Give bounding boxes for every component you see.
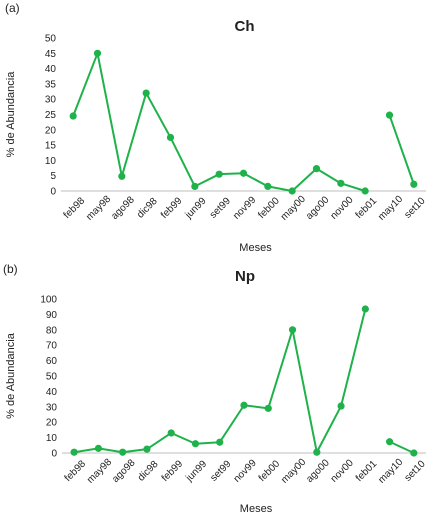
data-point <box>216 438 224 446</box>
x-tick-label: feb01 <box>354 195 380 221</box>
x-tick-label: jun99 <box>183 458 209 484</box>
series-line <box>389 440 415 454</box>
y-tick-label: 15 <box>45 141 57 152</box>
y-tick-label: 70 <box>46 341 58 352</box>
x-tick-label: feb98 <box>62 195 88 221</box>
y-tick-label: 30 <box>46 402 58 413</box>
x-tick-label: may00 <box>279 193 308 222</box>
y-tick-label: 0 <box>51 449 57 460</box>
data-point <box>215 170 223 178</box>
y-tick-label: 10 <box>45 156 57 167</box>
x-tick-label: set99 <box>208 458 233 483</box>
y-tick-label: 25 <box>45 110 57 121</box>
data-point <box>288 326 297 334</box>
x-tick-label: feb00 <box>257 458 283 484</box>
y-tick-label: 90 <box>46 310 58 321</box>
panel-label: (b) <box>3 262 18 276</box>
y-tick-label: 40 <box>45 64 57 75</box>
data-point <box>386 438 394 446</box>
data-point <box>410 180 418 188</box>
y-tick-label: 10 <box>46 433 58 444</box>
x-tick-label: may98 <box>85 456 114 485</box>
y-axis-title: % de Abundancia <box>5 332 17 419</box>
data-point <box>337 402 345 410</box>
chart-title: Np <box>235 268 255 285</box>
x-tick-label: may10 <box>376 193 405 222</box>
y-tick-label: 50 <box>46 372 58 383</box>
x-tick-label: jun99 <box>183 195 209 221</box>
data-point <box>361 305 369 313</box>
data-point <box>70 448 78 456</box>
y-tick-label: 100 <box>40 295 57 306</box>
data-point <box>264 182 272 191</box>
chart-title: Ch <box>235 18 255 35</box>
data-point <box>361 187 369 195</box>
y-tick-label: 45 <box>45 49 57 60</box>
data-point <box>119 448 127 456</box>
data-point <box>385 111 394 119</box>
data-point <box>312 165 321 173</box>
series-line <box>72 52 366 192</box>
data-point <box>69 112 77 120</box>
data-point <box>166 133 175 142</box>
data-point <box>239 169 248 177</box>
data-point <box>337 179 345 187</box>
data-point <box>313 448 321 456</box>
data-point <box>264 404 272 412</box>
x-tick-label: feb98 <box>63 458 89 484</box>
y-tick-label: 5 <box>50 171 56 182</box>
series-line <box>388 114 415 185</box>
y-axis-title: % de Abundancia <box>5 71 17 158</box>
y-tick-label: 20 <box>45 125 57 136</box>
series-line <box>73 308 367 454</box>
x-tick-label: ago00 <box>304 457 332 485</box>
x-tick-label: ago00 <box>304 194 332 222</box>
data-point <box>191 182 199 191</box>
x-tick-label: feb00 <box>256 195 282 221</box>
y-tick-label: 60 <box>46 356 58 367</box>
data-point <box>410 449 418 457</box>
x-tick-label: nov00 <box>329 457 356 484</box>
y-tick-label: 0 <box>50 187 56 198</box>
x-tick-label: nov00 <box>329 194 356 221</box>
x-tick-label: set99 <box>208 195 233 220</box>
x-tick-label: nov99 <box>231 194 258 221</box>
x-tick-label: may10 <box>376 456 405 485</box>
data-point <box>167 429 175 437</box>
x-tick-label: dic98 <box>135 196 160 221</box>
x-axis-title: Meses <box>239 242 272 254</box>
data-point <box>191 440 200 448</box>
x-tick-label: nov99 <box>232 457 259 484</box>
data-point <box>118 172 126 180</box>
x-tick-label: may00 <box>279 456 308 485</box>
data-point <box>240 401 248 409</box>
x-tick-label: set10 <box>403 458 428 483</box>
data-point <box>94 444 102 452</box>
data-point <box>93 49 102 57</box>
x-tick-label: set10 <box>403 195 428 220</box>
x-tick-label: ago98 <box>109 194 137 222</box>
x-tick-label: feb99 <box>160 458 186 484</box>
y-tick-label: 30 <box>45 95 57 106</box>
y-tick-label: 40 <box>46 387 58 398</box>
y-tick-label: 35 <box>45 79 57 90</box>
panel-label: (a) <box>5 1 20 15</box>
y-tick-label: 20 <box>46 418 58 429</box>
x-axis-title: Meses <box>240 503 273 515</box>
data-point <box>288 187 296 195</box>
data-point <box>143 445 151 453</box>
data-point <box>142 89 150 97</box>
x-tick-label: may98 <box>84 193 113 222</box>
x-tick-label: dic98 <box>136 459 161 484</box>
x-tick-label: feb01 <box>354 458 380 484</box>
y-tick-label: 50 <box>45 34 57 45</box>
y-tick-label: 80 <box>46 325 58 336</box>
x-tick-label: feb99 <box>159 195 185 221</box>
x-tick-label: ago98 <box>110 457 138 485</box>
